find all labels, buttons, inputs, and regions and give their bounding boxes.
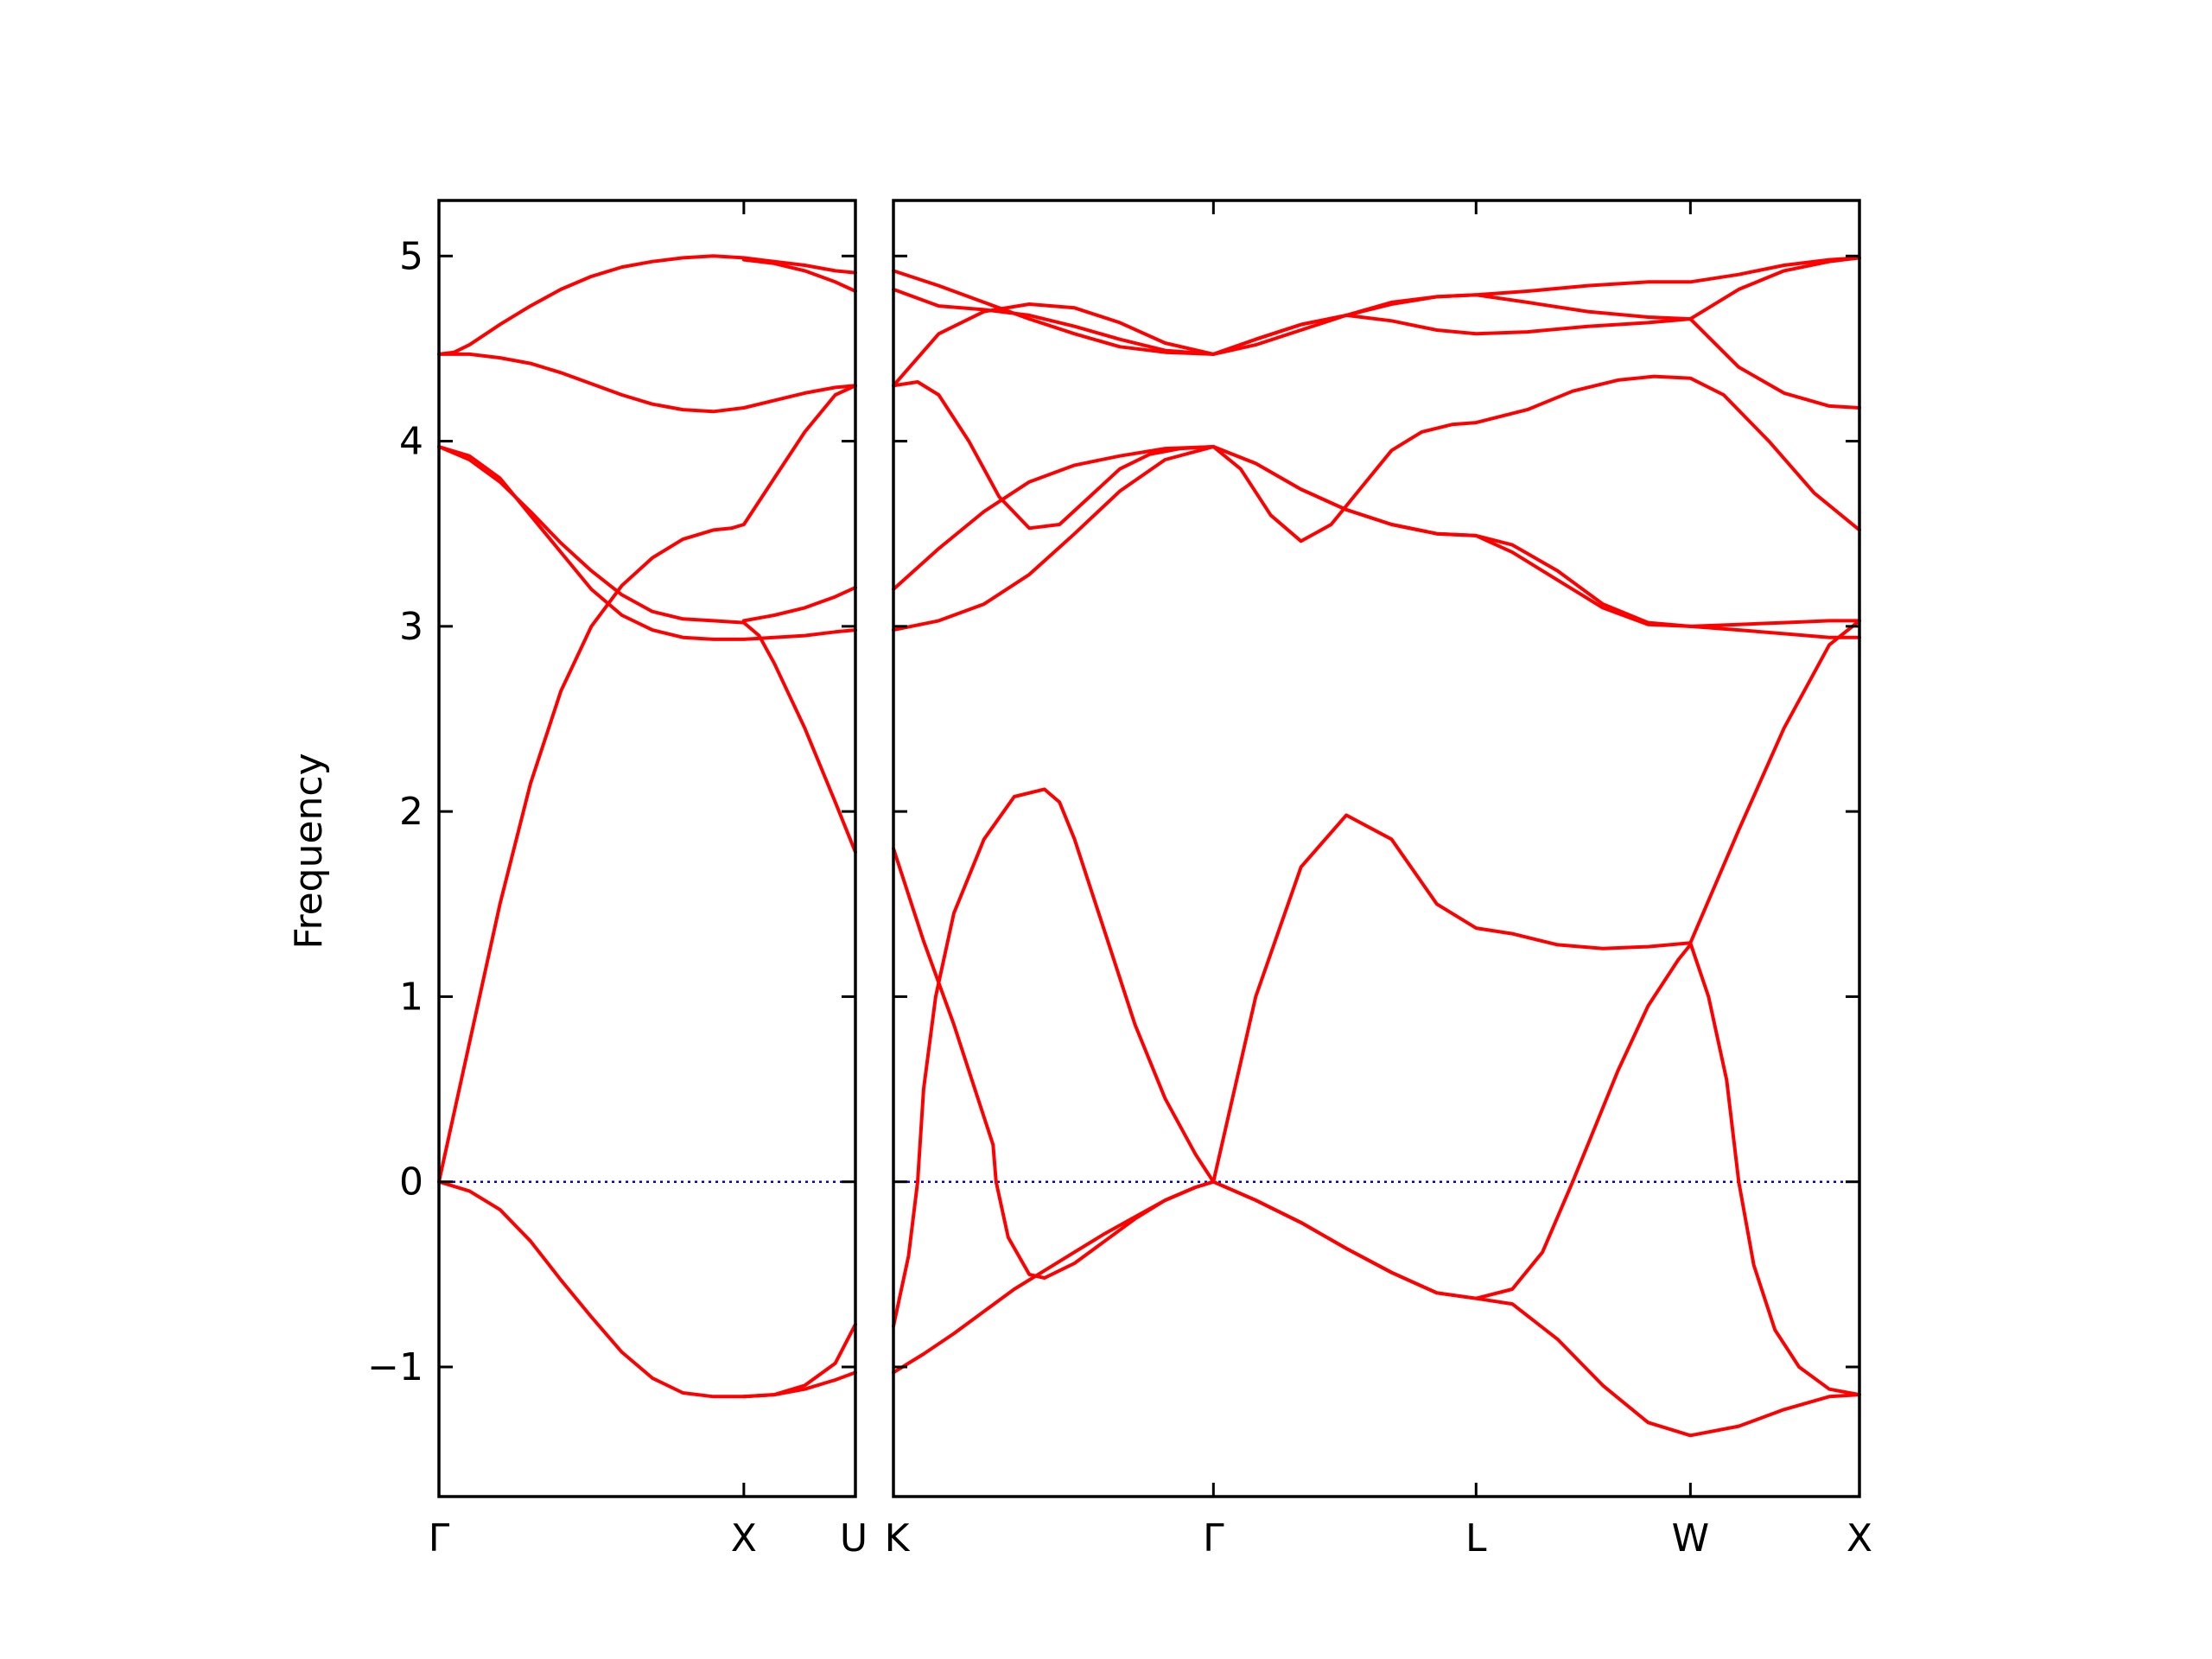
x-tick-label-2: X [731, 1516, 757, 1560]
band-line-2 [437, 445, 857, 855]
x-tick-label-3: U [840, 1516, 868, 1560]
y-tick-label: 2 [399, 790, 423, 834]
band-line-4 [1211, 619, 1861, 1184]
band-line-5 [1211, 943, 1693, 1300]
band-line-8 [437, 1179, 857, 1399]
band-line-3 [437, 445, 857, 641]
band-line-15 [892, 287, 1216, 356]
band-line-19 [1211, 256, 1861, 356]
y-tick-label: 1 [399, 975, 423, 1019]
band-line-4 [741, 585, 857, 623]
y-axis-title: Frequency [287, 753, 331, 949]
band-line-9 [892, 445, 1216, 632]
band-line-1 [892, 847, 1216, 1281]
band-line-6 [437, 352, 857, 414]
band-line-9 [741, 1370, 857, 1399]
band-line-6 [1211, 1179, 1861, 1438]
x-tick-label-3: L [1465, 1516, 1487, 1560]
band-line-16 [892, 302, 1216, 388]
band-line-12 [1211, 445, 1861, 639]
band-line-3 [892, 1179, 1216, 1375]
band-line-17 [1211, 256, 1861, 356]
x-tick-label-5: X [1847, 1516, 1872, 1560]
band-line-5 [437, 254, 857, 356]
y-tick-label: −1 [367, 1345, 423, 1389]
panel-frame [892, 199, 1861, 1498]
band-line-13 [1211, 374, 1861, 543]
band-line-7 [741, 257, 857, 293]
panel-1: −1 0 1 2 3 4 5 Γ X U [367, 199, 868, 1560]
panel-frame [437, 199, 857, 1498]
y-tick-label: 0 [399, 1160, 423, 1205]
x-tick-label-2: Γ [1203, 1516, 1224, 1560]
x-tick-label-1: K [885, 1516, 911, 1560]
band-line-10 [892, 380, 1216, 531]
band-line-1 [437, 384, 857, 1184]
band-line-20 [1688, 317, 1861, 410]
x-tick-label-1: Γ [429, 1516, 450, 1560]
y-tick-label: 5 [399, 234, 423, 278]
y-tick-label: 4 [399, 420, 423, 464]
band-line-18 [1211, 293, 1693, 356]
band-line-2 [892, 787, 1216, 1328]
band-line-8 [892, 445, 1216, 591]
band-line-7 [1688, 941, 1861, 1397]
band-line-14 [892, 269, 1216, 356]
plot-panels: −1 0 1 2 3 4 5 Γ X U K Γ L W X [367, 199, 1872, 1560]
x-tick-label-4: W [1672, 1516, 1710, 1560]
y-tick-label: 3 [399, 605, 423, 649]
